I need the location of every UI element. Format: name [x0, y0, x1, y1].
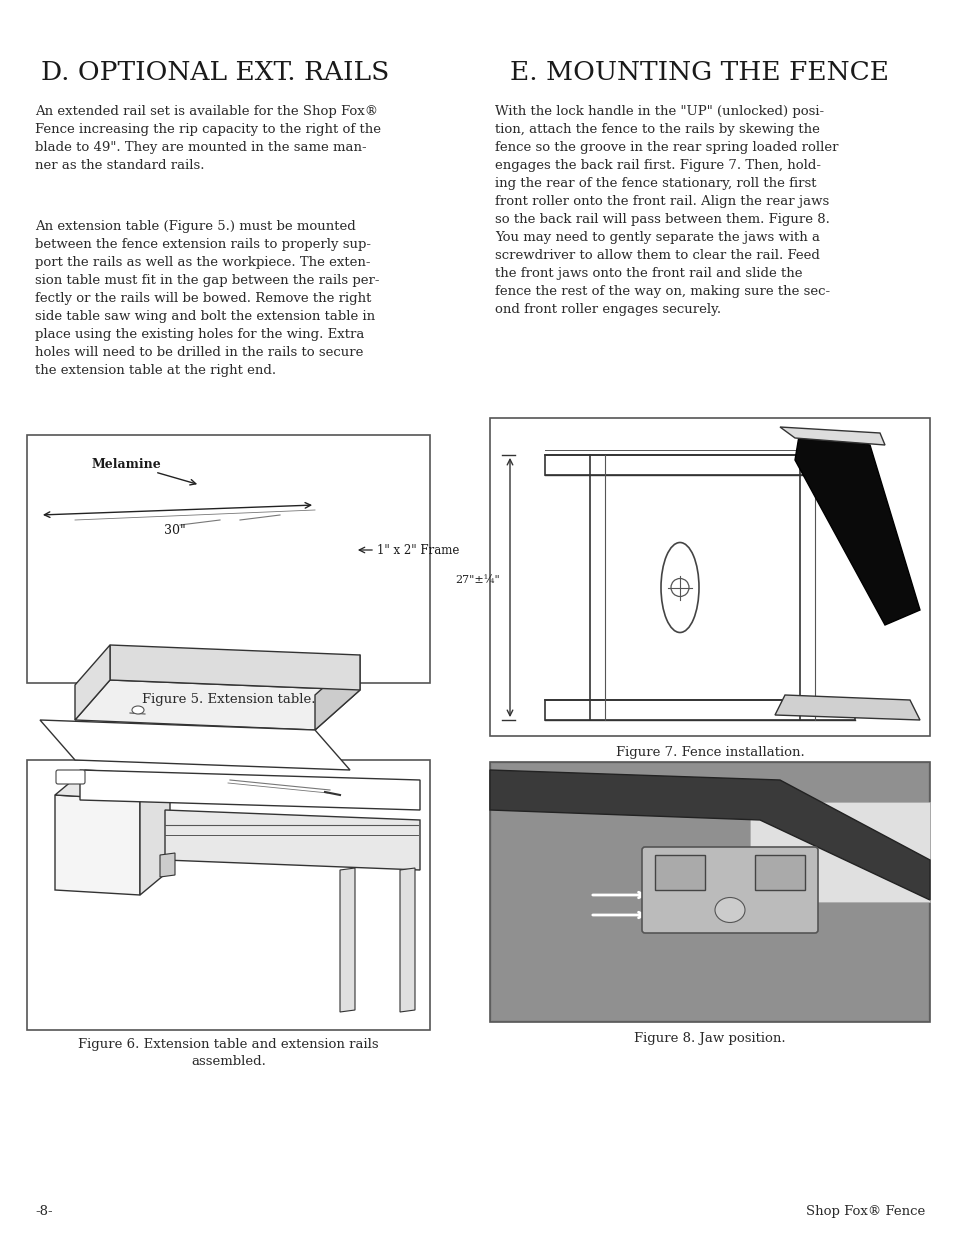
Text: assembled.: assembled.	[191, 1055, 266, 1068]
Text: Figure 8. Jaw position.: Figure 8. Jaw position.	[634, 1032, 785, 1045]
Polygon shape	[774, 695, 919, 720]
Polygon shape	[339, 868, 355, 1011]
Bar	[754, 855, 804, 890]
Text: 1" x 2" Frame: 1" x 2" Frame	[376, 543, 459, 557]
Polygon shape	[40, 720, 350, 769]
Text: Figure 7. Fence installation.: Figure 7. Fence installation.	[615, 746, 803, 760]
Ellipse shape	[660, 542, 699, 632]
Ellipse shape	[670, 578, 688, 597]
Text: E. MOUNTING THE FENCE: E. MOUNTING THE FENCE	[510, 59, 888, 84]
Bar	[655, 855, 704, 890]
Text: D. OPTIONAL EXT. RAILS: D. OPTIONAL EXT. RAILS	[41, 59, 389, 84]
Polygon shape	[55, 795, 140, 895]
Bar	[27, 760, 430, 1030]
Text: With the lock handle in the "UP" (unlocked) posi-
tion, attach the fence to the : With the lock handle in the "UP" (unlock…	[495, 105, 838, 316]
Polygon shape	[55, 769, 170, 800]
Text: 30": 30"	[164, 524, 186, 536]
Polygon shape	[140, 776, 170, 895]
Bar	[544, 700, 854, 720]
Text: 27"±¼": 27"±¼"	[455, 576, 499, 585]
Polygon shape	[794, 430, 919, 625]
Polygon shape	[75, 680, 359, 730]
Bar	[544, 454, 854, 475]
Bar	[490, 417, 929, 736]
Polygon shape	[75, 645, 110, 720]
Polygon shape	[160, 853, 174, 877]
Polygon shape	[110, 645, 359, 690]
Bar	[27, 435, 430, 683]
Text: Figure 6. Extension table and extension rails: Figure 6. Extension table and extension …	[78, 1037, 378, 1051]
Text: An extended rail set is available for the Shop Fox®
Fence increasing the rip cap: An extended rail set is available for th…	[35, 105, 380, 172]
Ellipse shape	[714, 898, 744, 923]
FancyBboxPatch shape	[56, 769, 85, 784]
Text: Shop Fox® Fence: Shop Fox® Fence	[805, 1205, 924, 1218]
Text: Melamine: Melamine	[91, 458, 162, 472]
Polygon shape	[780, 427, 884, 445]
Ellipse shape	[132, 706, 144, 714]
Polygon shape	[314, 655, 359, 730]
Text: Figure 5. Extension table.: Figure 5. Extension table.	[142, 693, 314, 706]
Polygon shape	[80, 769, 419, 810]
FancyBboxPatch shape	[641, 847, 817, 932]
Bar	[749, 802, 929, 902]
Text: An extension table (Figure 5.) must be mounted
between the fence extension rails: An extension table (Figure 5.) must be m…	[35, 220, 379, 377]
Bar	[490, 762, 929, 1023]
Text: -8-: -8-	[35, 1205, 52, 1218]
Polygon shape	[490, 769, 929, 900]
Bar	[492, 764, 927, 1020]
Polygon shape	[165, 810, 419, 869]
Polygon shape	[399, 868, 415, 1011]
